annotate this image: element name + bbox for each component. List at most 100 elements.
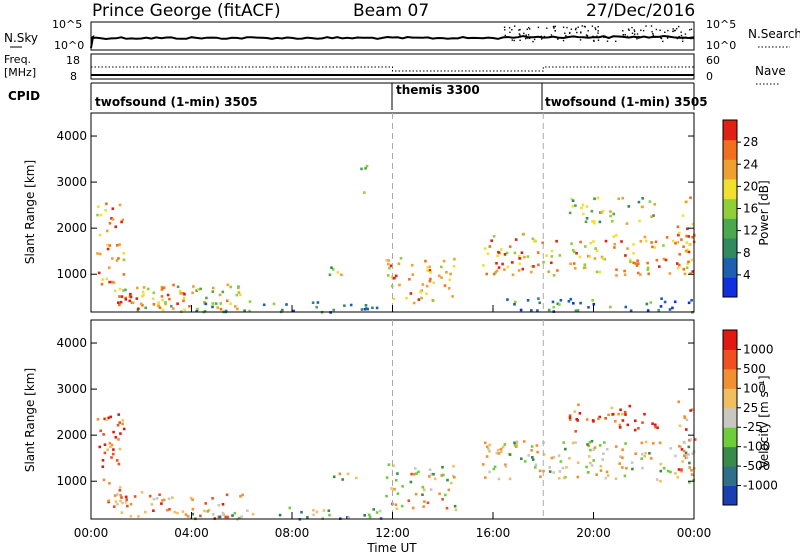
- heatmap-cell: [547, 308, 551, 312]
- nsearch-point: [533, 38, 536, 41]
- nsearch-point: [569, 31, 571, 34]
- nsearch-point: [624, 34, 626, 36]
- heatmap-cell: [429, 271, 432, 274]
- velocity-colorbar: 1000 500 100 25 -25 -100 -500 -1000: [722, 329, 778, 506]
- nsearch-point: [526, 37, 528, 39]
- heatmap-cell: [518, 257, 521, 260]
- heatmap-cell: [137, 515, 140, 518]
- heatmap-cell: [690, 299, 693, 302]
- colorbar-tick-label: 28: [743, 135, 758, 149]
- heatmap-cell: [355, 476, 358, 480]
- heatmap-cell: [432, 472, 435, 476]
- nsearch-point: [586, 35, 589, 37]
- heatmap-cell: [674, 472, 677, 475]
- heatmap-cell: [531, 456, 534, 459]
- nsearch-point: [645, 25, 647, 27]
- heatmap-cell: [108, 244, 112, 247]
- heatmap-cell: [395, 507, 399, 510]
- nsearch-point: [570, 28, 573, 30]
- heatmap-cell: [312, 513, 315, 517]
- nsearch-tick-top: 10^5: [706, 18, 736, 31]
- heatmap-cell: [569, 262, 572, 266]
- x-tick-label: 00:00: [677, 526, 712, 540]
- heatmap-cell: [421, 283, 425, 286]
- nsearch-point: [678, 25, 680, 28]
- heatmap-cell: [251, 512, 255, 516]
- heatmap-cell: [160, 285, 164, 289]
- heatmap-cell: [109, 415, 112, 419]
- nsearch-point: [636, 33, 639, 35]
- colorbar-tick-label: 20: [743, 179, 758, 193]
- heatmap-cell: [181, 510, 185, 513]
- heatmap-cell: [523, 255, 526, 259]
- heatmap-cell: [428, 279, 432, 283]
- heatmap-cell: [526, 299, 530, 302]
- heatmap-cell: [659, 469, 663, 473]
- heatmap-cell: [614, 420, 617, 423]
- heatmap-cell: [550, 261, 553, 265]
- time-axis-ticks: 00:00 04:00 08:00 12:00 16:00 20:00 00:00: [74, 305, 712, 540]
- heatmap-cell: [634, 452, 637, 455]
- heatmap-cell: [669, 447, 672, 450]
- heatmap-cell: [659, 462, 663, 466]
- heatmap-cell: [129, 292, 132, 296]
- nsearch-point: [676, 37, 678, 40]
- heatmap-cell: [117, 257, 120, 260]
- heatmap-cell: [571, 441, 575, 445]
- heatmap-cell: [691, 452, 694, 455]
- heatmap-cell: [235, 293, 239, 297]
- heatmap-cell: [360, 167, 363, 171]
- cpid-segment-1: twofsound (1-min) 3505: [95, 95, 258, 109]
- nsearch-point: [577, 26, 579, 28]
- heatmap-cell: [226, 515, 229, 519]
- heatmap-cell: [565, 466, 568, 469]
- heatmap-cell: [125, 498, 128, 501]
- heatmap-cell: [677, 266, 680, 270]
- heatmap-cell: [440, 265, 443, 269]
- nsearch-point: [525, 34, 527, 36]
- heatmap-cell: [676, 225, 680, 229]
- x-tick-label: 08:00: [275, 526, 310, 540]
- nsearch-point: [584, 26, 586, 28]
- heatmap-cell: [592, 448, 596, 451]
- nsearch-point: [638, 36, 641, 38]
- heatmap-cell: [394, 503, 398, 506]
- heatmap-cell: [623, 410, 627, 414]
- heatmap-cell: [389, 264, 393, 268]
- heatmap-cell: [634, 262, 637, 265]
- heatmap-cell: [128, 299, 132, 303]
- nsearch-point: [674, 29, 676, 32]
- heatmap-cell: [332, 268, 335, 271]
- heatmap-cell: [481, 463, 485, 466]
- heatmap-cell: [176, 511, 179, 515]
- heatmap-cell: [497, 250, 500, 254]
- heatmap-cell: [365, 164, 369, 168]
- heatmap-cell: [386, 274, 390, 277]
- heatmap-cell: [101, 465, 105, 468]
- heatmap-cell: [117, 413, 120, 416]
- colorbar-frame: [722, 329, 738, 506]
- nsearch-point: [642, 29, 645, 32]
- heatmap-cell: [530, 309, 533, 312]
- heatmap-cell: [375, 306, 379, 310]
- heatmap-cell: [624, 254, 627, 257]
- heatmap-cell: [409, 480, 413, 484]
- nsearch-point: [597, 30, 599, 32]
- heatmap-cell: [568, 457, 571, 460]
- heatmap-cell: [514, 300, 517, 304]
- colorbar-swatch: [723, 427, 737, 448]
- nave-tick-top: 60: [706, 54, 720, 67]
- heatmap-cell: [650, 241, 653, 244]
- heatmap-cell: [653, 203, 656, 206]
- heatmap-cell: [640, 457, 643, 460]
- heatmap-cell: [96, 418, 100, 421]
- heatmap-cell: [126, 504, 129, 508]
- heatmap-cell: [573, 267, 577, 270]
- heatmap-cell: [429, 277, 432, 281]
- heatmap-cell: [426, 266, 430, 269]
- heatmap-cell: [586, 443, 589, 446]
- heatmap-cell: [684, 249, 688, 253]
- heatmap-cell: [572, 262, 576, 265]
- heatmap-cell: [492, 272, 496, 276]
